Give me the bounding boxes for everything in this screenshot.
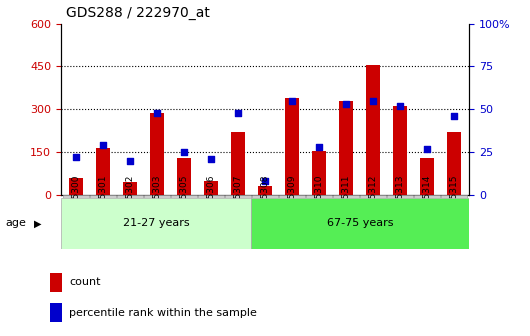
Text: 67-75 years: 67-75 years <box>327 218 393 228</box>
Bar <box>312 151 326 195</box>
Text: GSM5313: GSM5313 <box>395 175 404 218</box>
Text: GSM5306: GSM5306 <box>207 175 216 218</box>
Bar <box>50 303 62 322</box>
Text: GSM5305: GSM5305 <box>180 175 189 218</box>
Text: GSM5314: GSM5314 <box>422 175 431 218</box>
Point <box>153 110 161 115</box>
Text: GSM5307: GSM5307 <box>234 175 242 218</box>
Bar <box>204 181 218 195</box>
Bar <box>61 198 251 249</box>
Bar <box>366 65 380 195</box>
Point <box>72 155 80 160</box>
Bar <box>393 106 407 195</box>
Text: GSM5309: GSM5309 <box>288 175 296 218</box>
Point <box>261 178 269 184</box>
Bar <box>387 195 413 198</box>
Bar <box>279 195 305 198</box>
Point <box>288 98 296 103</box>
Bar <box>360 195 386 198</box>
Text: GSM5303: GSM5303 <box>153 175 162 218</box>
Bar <box>123 182 137 195</box>
Text: GSM5300: GSM5300 <box>72 175 81 218</box>
Point <box>315 144 323 150</box>
Bar <box>414 195 440 198</box>
Bar <box>198 195 224 198</box>
Text: percentile rank within the sample: percentile rank within the sample <box>69 307 257 318</box>
Text: GSM5301: GSM5301 <box>99 175 108 218</box>
Point <box>207 156 215 162</box>
Point <box>234 110 242 115</box>
Bar <box>231 132 245 195</box>
Text: GSM5311: GSM5311 <box>341 175 350 218</box>
Text: age: age <box>5 218 26 228</box>
Bar <box>285 98 299 195</box>
Bar <box>225 195 251 198</box>
Bar <box>117 195 143 198</box>
Text: 21-27 years: 21-27 years <box>123 218 190 228</box>
Bar <box>90 195 116 198</box>
Point <box>342 101 350 107</box>
Bar <box>50 273 62 292</box>
Bar <box>447 132 461 195</box>
Point <box>396 103 404 109</box>
Bar <box>63 195 89 198</box>
Text: ▶: ▶ <box>34 218 42 228</box>
Text: GSM5315: GSM5315 <box>449 175 458 218</box>
Point <box>423 146 431 151</box>
Bar <box>69 178 83 195</box>
Bar <box>251 198 469 249</box>
Bar <box>441 195 467 198</box>
Bar <box>258 186 272 195</box>
Text: GDS288 / 222970_at: GDS288 / 222970_at <box>66 6 210 20</box>
Point <box>180 150 188 155</box>
Text: count: count <box>69 277 101 287</box>
Bar <box>333 195 359 198</box>
Bar <box>150 114 164 195</box>
Text: GSM5312: GSM5312 <box>368 175 377 218</box>
Bar <box>177 158 191 195</box>
Text: GSM5308: GSM5308 <box>261 175 269 218</box>
Point <box>369 98 377 103</box>
Text: GSM5302: GSM5302 <box>126 175 135 218</box>
Point <box>99 142 107 148</box>
Bar <box>420 158 434 195</box>
Bar <box>339 101 353 195</box>
Text: GSM5310: GSM5310 <box>314 175 323 218</box>
Point <box>450 113 458 119</box>
Bar <box>252 195 278 198</box>
Point <box>126 158 134 163</box>
Bar <box>171 195 197 198</box>
Bar <box>144 195 170 198</box>
Bar <box>306 195 332 198</box>
Bar <box>96 148 110 195</box>
